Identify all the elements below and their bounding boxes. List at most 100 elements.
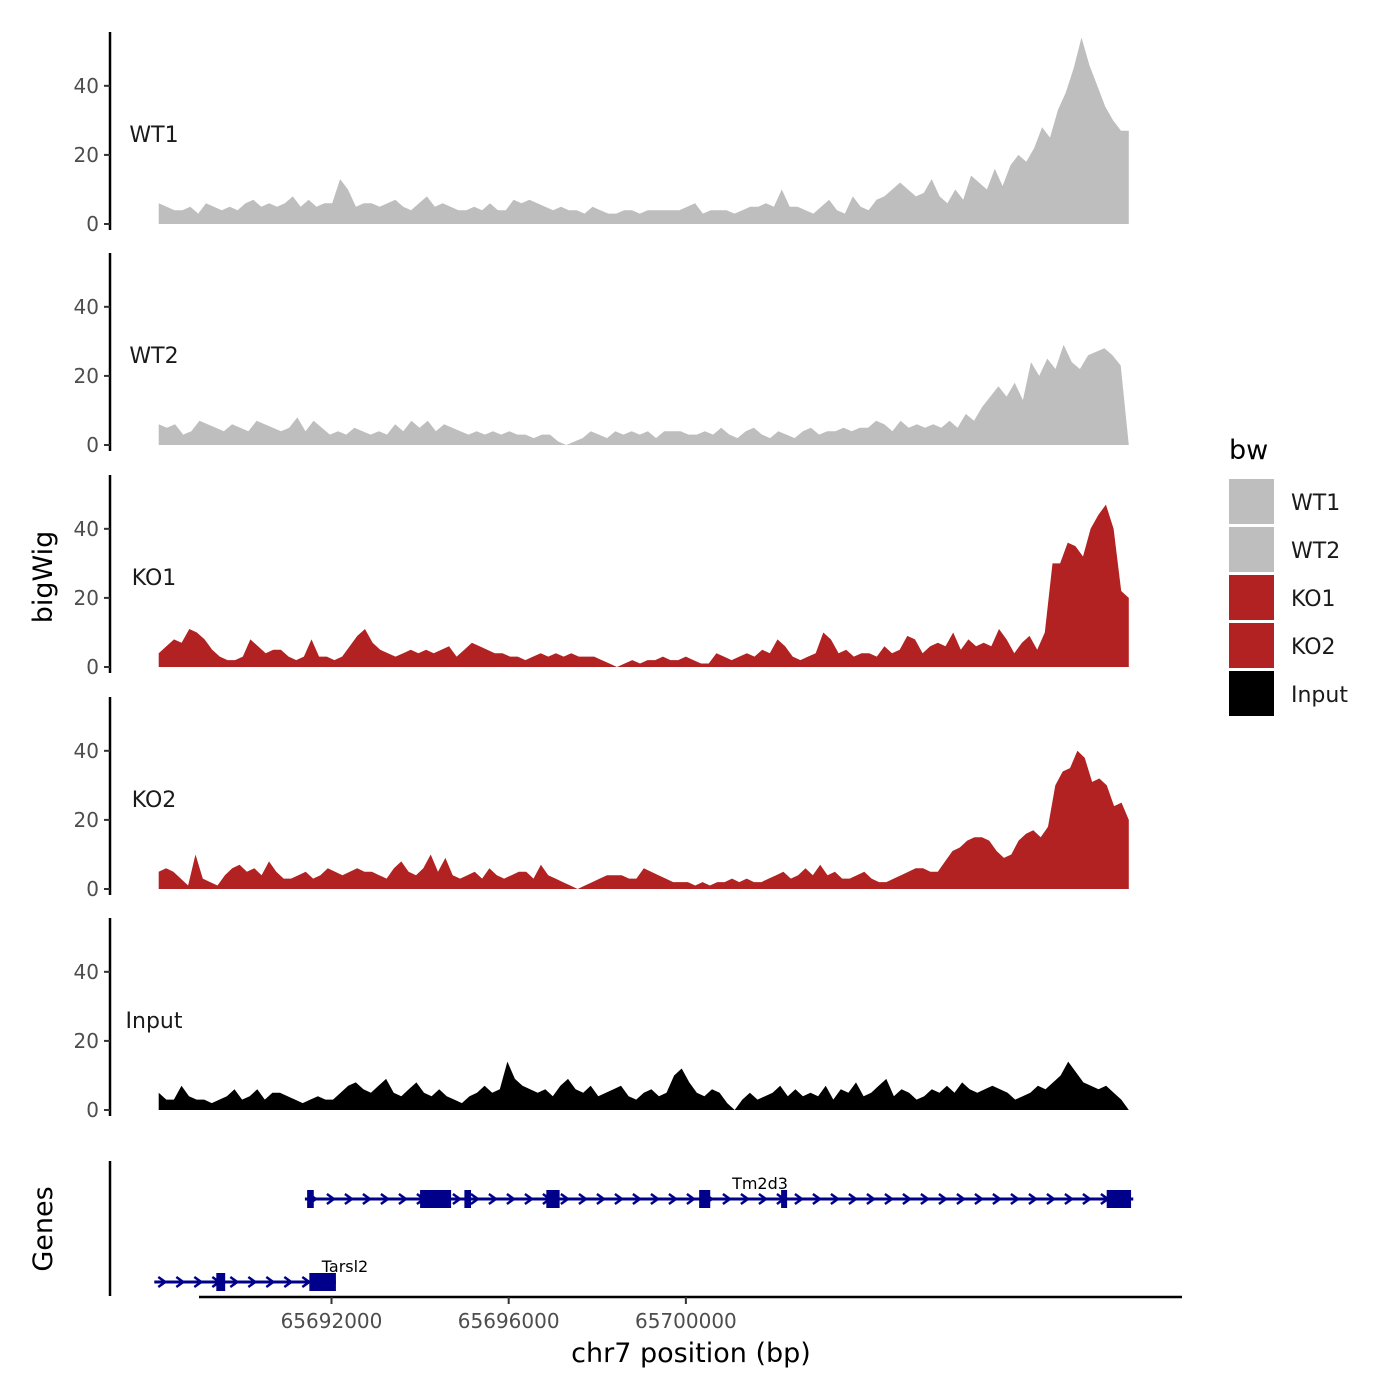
legend-item-ko1: KO1	[1229, 575, 1336, 620]
x-axis: 65692000 65696000 65700000	[199, 1295, 1182, 1333]
x-axis-title: chr7 position (bp)	[571, 1338, 811, 1369]
strand-chevron	[866, 1192, 877, 1206]
gene-exon	[307, 1190, 314, 1208]
track-wt1: 0 20 40 WT1	[74, 32, 1129, 236]
track-label-wt2: WT2	[129, 344, 178, 369]
strand-chevron	[578, 1192, 589, 1206]
y-tick-label: 0	[86, 655, 99, 679]
legend-item-ko2: KO2	[1229, 623, 1336, 668]
strand-chevron	[470, 1192, 481, 1206]
y-tick-label: 20	[74, 143, 99, 167]
gene-exon	[699, 1190, 711, 1208]
strand-chevron	[265, 1275, 276, 1289]
legend-item-wt2: WT2	[1229, 527, 1340, 572]
y-tick-label: 20	[74, 364, 99, 388]
y-tick-label: 0	[86, 433, 99, 457]
y-tick-label: 20	[74, 1029, 99, 1053]
legend-swatch	[1229, 575, 1274, 620]
strand-chevron	[848, 1192, 859, 1206]
gene-exon	[216, 1273, 226, 1291]
legend-item-wt1: WT1	[1229, 479, 1340, 524]
strand-chevron	[1082, 1192, 1093, 1206]
gene-label: Tarsl2	[321, 1257, 368, 1276]
y-tick-label: 40	[74, 960, 99, 984]
y-tick-label: 40	[74, 74, 99, 98]
coverage-area-wt1	[158, 37, 1129, 224]
track-ko1: 0 20 40 KO1	[74, 475, 1129, 679]
track-ko2: 0 20 40 KO2	[74, 697, 1129, 901]
track-label-input: Input	[126, 1009, 183, 1034]
strand-chevron	[722, 1192, 733, 1206]
genes-axis-title: Genes	[28, 1186, 59, 1271]
strand-chevron	[830, 1192, 841, 1206]
y-axis-title: bigWig	[28, 531, 59, 624]
strand-chevron	[614, 1192, 625, 1206]
y-tick-label: 20	[74, 808, 99, 832]
y-tick-label: 40	[74, 517, 99, 541]
legend-label: KO1	[1291, 587, 1336, 612]
strand-chevron	[920, 1192, 931, 1206]
legend-swatch	[1229, 671, 1274, 716]
gene-exon	[464, 1190, 472, 1208]
strand-chevron	[506, 1192, 517, 1206]
strand-chevron	[812, 1192, 823, 1206]
strand-chevron	[283, 1275, 294, 1289]
strand-chevron	[956, 1192, 967, 1206]
y-tick-label: 0	[86, 1098, 99, 1122]
strand-chevron	[668, 1192, 679, 1206]
strand-chevron	[740, 1192, 751, 1206]
track-label-ko1: KO1	[132, 566, 177, 591]
y-tick-label: 20	[74, 586, 99, 610]
strand-chevron	[175, 1275, 186, 1289]
legend: bw WT1 WT2 KO1 KO2 Input	[1229, 435, 1348, 716]
strand-chevron	[1046, 1192, 1057, 1206]
legend-label: KO2	[1291, 635, 1336, 660]
strand-chevron	[229, 1275, 240, 1289]
gene-exon	[1106, 1190, 1132, 1208]
coverage-area-input	[158, 1061, 1129, 1110]
legend-swatch	[1229, 623, 1274, 668]
strand-chevron	[380, 1192, 391, 1206]
coverage-area-ko2	[158, 750, 1129, 889]
strand-chevron	[992, 1192, 1003, 1206]
strand-chevron	[524, 1192, 535, 1206]
y-tick-label: 40	[74, 739, 99, 763]
gene-label: Tm2d3	[731, 1174, 788, 1193]
strand-chevron	[686, 1192, 697, 1206]
strand-chevron	[452, 1192, 463, 1206]
strand-chevron	[884, 1192, 895, 1206]
track-wt2: 0 20 40 WT2	[74, 253, 1129, 457]
strand-chevron	[1010, 1192, 1021, 1206]
strand-chevron	[157, 1275, 168, 1289]
y-tick-label: 0	[86, 212, 99, 236]
coverage-area-wt2	[158, 344, 1129, 445]
x-tick-label: 65696000	[458, 1309, 560, 1333]
strand-chevron	[596, 1192, 607, 1206]
gene-exon	[309, 1273, 336, 1291]
strand-chevron	[488, 1192, 499, 1206]
legend-title: bw	[1229, 435, 1268, 466]
coverage-area-ko1	[158, 504, 1129, 667]
strand-chevron	[362, 1192, 373, 1206]
strand-chevron	[247, 1275, 258, 1289]
strand-chevron	[938, 1192, 949, 1206]
legend-swatch	[1229, 527, 1274, 572]
x-tick-label: 65692000	[281, 1309, 383, 1333]
legend-label: WT1	[1291, 491, 1340, 516]
strand-chevron	[193, 1275, 204, 1289]
strand-chevron	[1028, 1192, 1039, 1206]
strand-chevron	[794, 1192, 805, 1206]
strand-chevron	[632, 1192, 643, 1206]
gene-tarsl2: Tarsl2	[154, 1257, 368, 1291]
x-tick-label: 65700000	[635, 1309, 737, 1333]
strand-chevron	[560, 1192, 571, 1206]
strand-chevron	[326, 1192, 337, 1206]
y-tick-label: 0	[86, 877, 99, 901]
gene-exon	[546, 1190, 560, 1208]
track-label-wt1: WT1	[129, 123, 178, 148]
gene-tm2d3: Tm2d3	[304, 1174, 1134, 1208]
track-input: 0 20 40 Input	[74, 918, 1129, 1122]
gene-exon	[420, 1190, 452, 1208]
legend-label: WT2	[1291, 539, 1340, 564]
strand-chevron	[974, 1192, 985, 1206]
